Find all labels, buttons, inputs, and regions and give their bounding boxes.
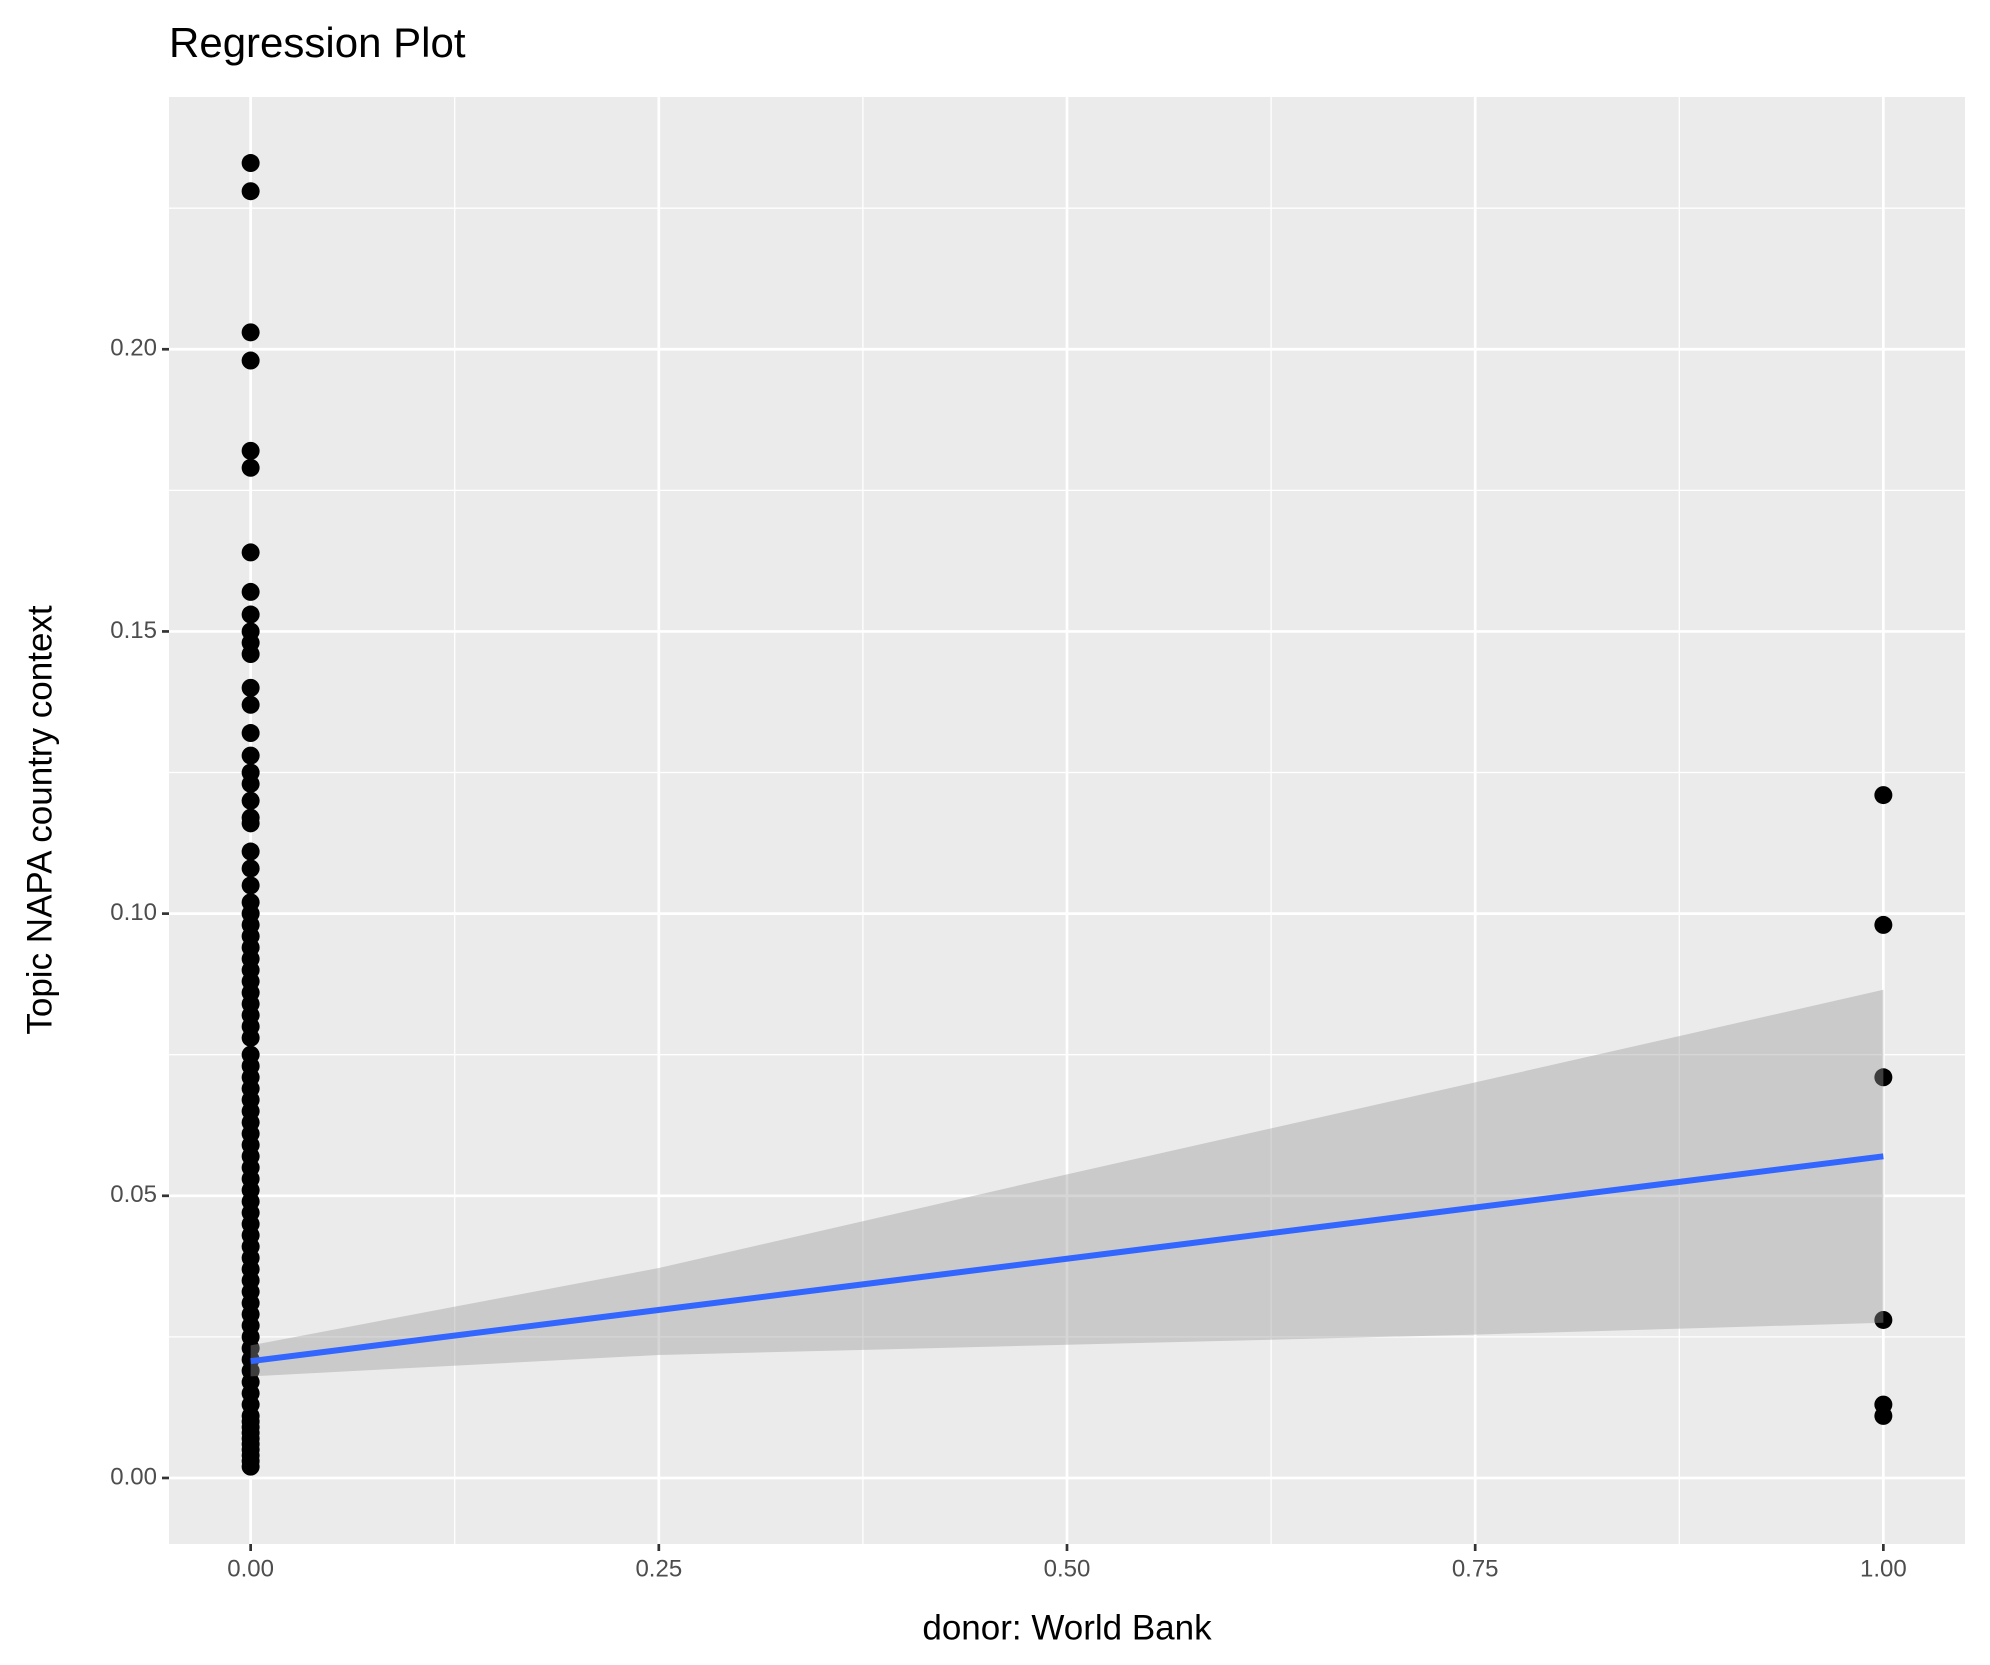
point <box>241 605 260 624</box>
y-tick-label: 0.20 <box>110 335 157 362</box>
y-tick-label: 0.05 <box>110 1181 157 1208</box>
x-tick-label: 0.75 <box>1452 1555 1499 1582</box>
chart-title: Regression Plot <box>169 19 466 66</box>
point <box>241 154 260 173</box>
regression-line <box>250 1153 1884 1365</box>
y-axis-title: Topic NAPA country context <box>20 605 59 1035</box>
point <box>1874 1068 1893 1087</box>
point <box>241 678 260 697</box>
point <box>241 876 260 895</box>
x-tick-label: 0.25 <box>635 1555 682 1582</box>
point <box>1874 786 1893 805</box>
y-tick-label: 0.10 <box>110 899 157 926</box>
point <box>241 582 260 601</box>
point <box>241 441 260 460</box>
point <box>241 724 260 743</box>
point <box>241 774 260 793</box>
point <box>1874 915 1893 934</box>
point <box>241 695 260 714</box>
point <box>241 1457 260 1476</box>
x-tick-label: 0.50 <box>1044 1555 1091 1582</box>
point <box>241 323 260 342</box>
point <box>241 351 260 370</box>
point <box>1874 1406 1893 1425</box>
point <box>241 791 260 810</box>
point <box>241 458 260 477</box>
point <box>241 1028 260 1047</box>
x-tick-label: 0.00 <box>227 1555 274 1582</box>
x-axis-title: donor: World Bank <box>922 1608 1212 1647</box>
point <box>241 814 260 833</box>
point <box>1874 1310 1893 1329</box>
confidence-band <box>250 989 1884 1377</box>
point <box>241 182 260 201</box>
y-tick-label: 0.00 <box>110 1463 157 1490</box>
point <box>241 746 260 765</box>
point <box>241 842 260 861</box>
point <box>241 859 260 878</box>
point <box>241 543 260 562</box>
y-tick-label: 0.15 <box>110 617 157 644</box>
x-tick-label: 1.00 <box>1860 1555 1907 1582</box>
point <box>241 645 260 664</box>
